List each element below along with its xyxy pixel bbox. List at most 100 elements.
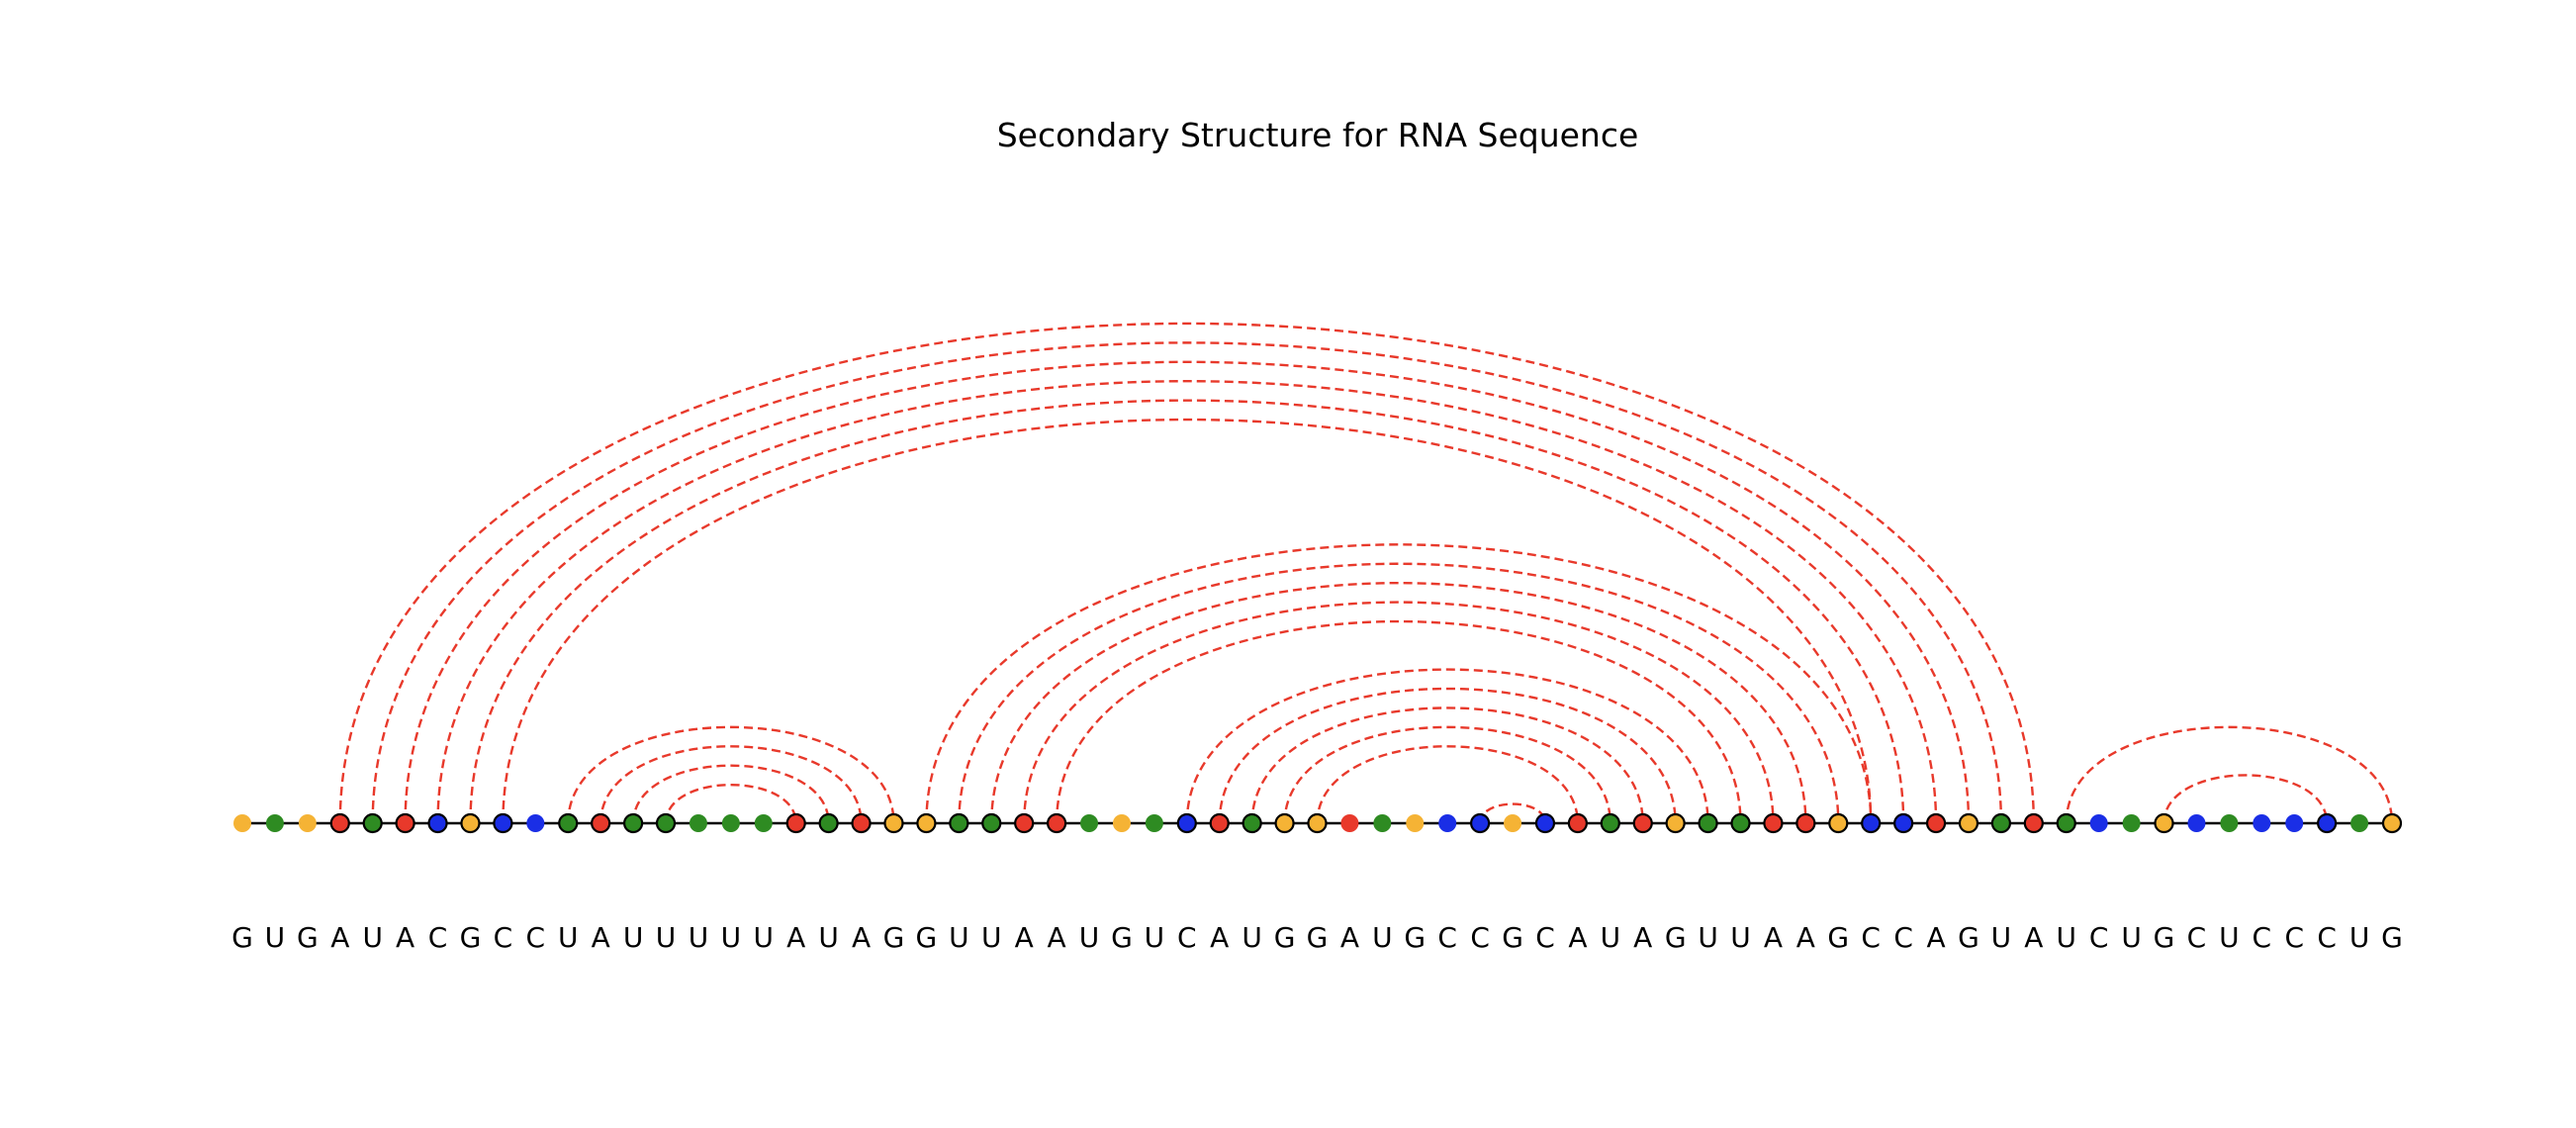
base-pair-arc [925, 543, 1873, 824]
nucleotide-label: C [526, 921, 546, 954]
nucleotide-node [1112, 814, 1131, 832]
nucleotide-node [1795, 812, 1816, 834]
nucleotide-label: G [1502, 921, 1523, 954]
nucleotide-label: A [1764, 921, 1783, 954]
nucleotide-node [1504, 814, 1522, 832]
nucleotide-label: U [721, 921, 742, 954]
nucleotide-label: U [1145, 921, 1165, 954]
nucleotide-label: U [1079, 921, 1100, 954]
node-group [233, 812, 2403, 834]
nucleotide-label: U [1372, 921, 1393, 954]
nucleotide-label: C [2187, 921, 2207, 954]
nucleotide-label: C [494, 921, 513, 954]
nucleotide-label: C [2253, 921, 2272, 954]
nucleotide-node [981, 812, 1002, 834]
nucleotide-label: U [265, 921, 286, 954]
nucleotide-label: A [592, 921, 610, 954]
base-pair-arc [1316, 745, 1580, 824]
nucleotide-label: G [1958, 921, 1979, 954]
nucleotide-node [1145, 814, 1163, 832]
nucleotide-node [2089, 814, 2108, 832]
nucleotide-label: G [460, 921, 482, 954]
nucleotide-node [1047, 812, 1067, 834]
nucleotide-label: C [2284, 921, 2304, 954]
nucleotide-node [2350, 814, 2369, 832]
nucleotide-node [427, 812, 448, 834]
base-pair-arc [469, 399, 1905, 824]
base-pair-arc [598, 745, 863, 824]
nucleotide-node [2154, 812, 2174, 834]
nucleotide-node [1406, 814, 1425, 832]
base-pair-arc [436, 380, 1938, 824]
nucleotide-node [883, 812, 904, 834]
nucleotide-label: G [883, 921, 905, 954]
nucleotide-node [2285, 814, 2304, 832]
nucleotide-label: A [786, 921, 805, 954]
nucleotide-node [2122, 814, 2141, 832]
nucleotide-node [1665, 812, 1686, 834]
nucleotide-node [754, 814, 773, 832]
nucleotide-label: C [2089, 921, 2109, 954]
nucleotide-label: U [2349, 921, 2370, 954]
nucleotide-label: U [2121, 921, 2142, 954]
nucleotide-label: A [330, 921, 349, 954]
nucleotide-label: G [2154, 921, 2175, 954]
nucleotide-label: U [1601, 921, 1621, 954]
base-pair-arc [404, 360, 1971, 824]
nucleotide-node [916, 812, 937, 834]
nucleotide-node [1373, 814, 1392, 832]
base-pair-arc [958, 562, 1840, 824]
base-pair-arc [1185, 668, 1709, 824]
nucleotide-node [1990, 812, 2012, 834]
chart-title: Secondary Structure for RNA Sequence [997, 116, 1639, 154]
nucleotide-node [1307, 812, 1328, 834]
nucleotide-node [655, 812, 677, 834]
base-pair-arc [664, 783, 797, 824]
nucleotide-label: C [1470, 921, 1490, 954]
nucleotide-label: U [1730, 921, 1751, 954]
nucleotide-label: G [1111, 921, 1133, 954]
nucleotide-node [558, 812, 579, 834]
nucleotide-node [1893, 812, 1914, 834]
base-pair-arc [567, 725, 895, 824]
nucleotide-node [689, 814, 707, 832]
nucleotide-node [2317, 812, 2338, 834]
nucleotide-node [1014, 812, 1035, 834]
nucleotide-node [1438, 814, 1457, 832]
nucleotide-label: A [852, 921, 871, 954]
nucleotide-label: U [1242, 921, 1262, 954]
nucleotide-node [2023, 812, 2044, 834]
nucleotide-label: U [2219, 921, 2240, 954]
nucleotide-node [1861, 812, 1882, 834]
nucleotide-label: C [1535, 921, 1555, 954]
nucleotide-label: G [231, 921, 253, 954]
nucleotide-node [526, 814, 545, 832]
nucleotide-node [2056, 812, 2076, 834]
nucleotide-label: G [1827, 921, 1849, 954]
base-pair-arc [502, 418, 1873, 824]
nucleotide-node [1470, 812, 1491, 834]
nucleotide-label: C [2317, 921, 2337, 954]
nucleotide-label: A [1048, 921, 1066, 954]
nucleotide-label: U [1991, 921, 2012, 954]
nucleotide-node [298, 814, 317, 832]
nucleotide-node [622, 812, 644, 834]
nucleotide-node [2381, 812, 2403, 834]
nucleotide-label: A [1796, 921, 1815, 954]
nucleotide-label: U [981, 921, 1002, 954]
nucleotide-label: G [297, 921, 319, 954]
nucleotide-label: U [623, 921, 644, 954]
base-pair-arc [2065, 725, 2394, 824]
nucleotide-node [2220, 814, 2239, 832]
nucleotide-label: U [818, 921, 839, 954]
nucleotide-node [362, 812, 383, 834]
nucleotide-label: A [1633, 921, 1652, 954]
nucleotide-label: A [1015, 921, 1034, 954]
nucleotide-label: U [2057, 921, 2077, 954]
nucleotide-label: U [362, 921, 383, 954]
nucleotide-node [1958, 812, 1979, 834]
nucleotide-label: C [1893, 921, 1913, 954]
nucleotide-node [329, 812, 350, 834]
nucleotide-node [493, 812, 513, 834]
